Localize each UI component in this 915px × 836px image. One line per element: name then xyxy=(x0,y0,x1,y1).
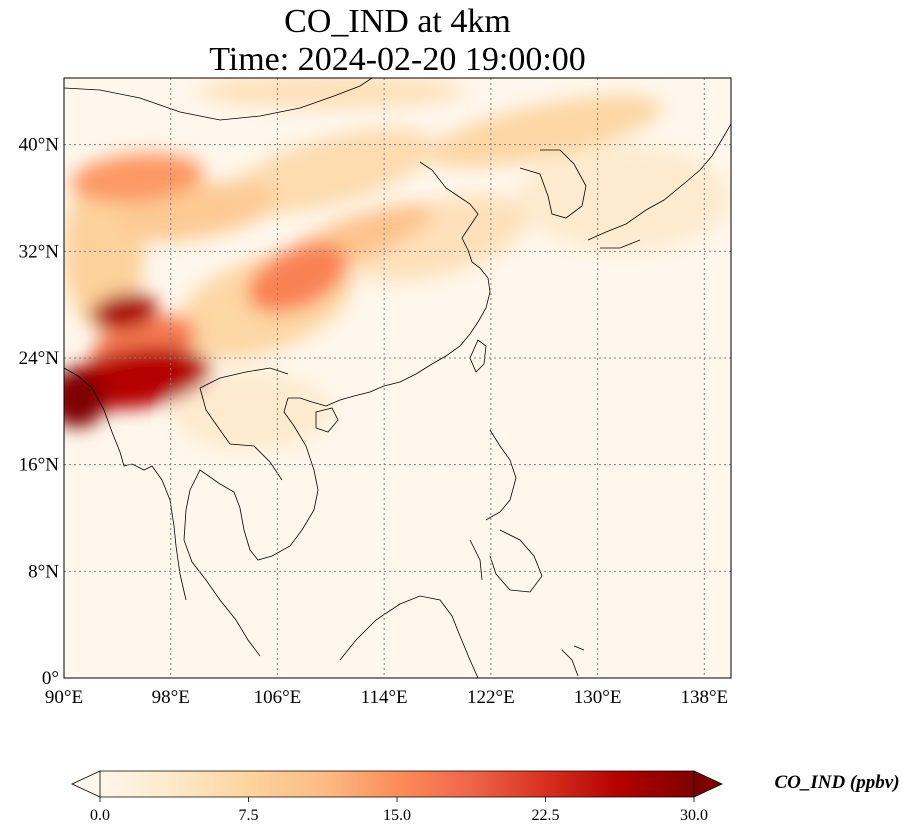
concentration-plume xyxy=(197,78,465,109)
longitude-tick-label: 114°E xyxy=(361,687,408,708)
longitude-tick-label: 106°E xyxy=(254,687,302,708)
coastline-bohai xyxy=(419,161,479,251)
chart-title: CO_IND at 4km xyxy=(284,3,511,40)
gridlines xyxy=(64,78,731,678)
latitude-tick-label: 16°N xyxy=(19,455,60,476)
latitude-tick-label: 40°N xyxy=(19,135,60,156)
colorbar-ticks: 0.0 7.5 15.0 22.5 30.0 xyxy=(90,797,708,824)
concentration-plume xyxy=(70,153,204,203)
longitude-tick-label: 138°E xyxy=(680,687,728,708)
latitude-tick-label: 0° xyxy=(42,668,59,689)
coastline-myanmar xyxy=(64,367,187,601)
concentration-field xyxy=(64,78,731,452)
concentration-plume xyxy=(170,371,331,452)
colorbar: 0.0 7.5 15.0 22.5 30.0 CO_IND (ppbv) xyxy=(71,770,900,824)
concentration-plume xyxy=(426,95,662,168)
coastline-philippines xyxy=(469,429,543,593)
latitude-tick-labels: 0° 8°N 16°N 24°N 32°N 40°N xyxy=(19,135,60,689)
colorbar-gradient xyxy=(100,771,694,797)
longitude-tick-label: 90°E xyxy=(45,687,83,708)
chart-subtitle-time: Time: 2024-02-20 19:00:00 xyxy=(209,41,586,78)
latitude-tick-label: 24°N xyxy=(19,348,60,369)
latitude-tick-label: 8°N xyxy=(28,561,59,582)
longitude-tick-label: 130°E xyxy=(574,687,622,708)
border-china-north xyxy=(64,78,373,121)
coastline-china-east xyxy=(288,249,491,407)
coastline-sulawesi xyxy=(561,645,585,677)
coastline-borneo xyxy=(339,595,479,678)
colorbar-label: CO_IND (ppbv) xyxy=(774,772,899,793)
coastline-indochina xyxy=(183,397,319,657)
concentration-plume xyxy=(227,128,435,214)
coastline-korea xyxy=(519,149,587,219)
concentration-plume xyxy=(91,293,158,330)
colorbar-tick-label: 0.0 xyxy=(90,807,110,824)
coastlines xyxy=(64,78,731,678)
concentration-plume xyxy=(517,144,731,252)
coastline-japan xyxy=(587,123,731,249)
colorbar-tick-label: 22.5 xyxy=(532,807,560,824)
concentration-plume xyxy=(64,368,107,428)
colorbar-tick-label: 30.0 xyxy=(680,807,708,824)
border-indochina xyxy=(199,367,289,481)
longitude-tick-label: 98°E xyxy=(152,687,190,708)
map-frame xyxy=(63,77,732,679)
coastline-taiwan xyxy=(469,339,487,373)
longitude-tick-labels: 90°E 98°E 106°E 114°E 122°E 130°E 138°E xyxy=(45,687,728,708)
map-panel: 90°E 98°E 106°E 114°E 122°E 130°E 138°E 0° 8°N 1… xyxy=(19,77,732,708)
colorbar-extend-low xyxy=(71,770,101,798)
colorbar-extend-high xyxy=(693,770,723,798)
colorbar-tick-label: 7.5 xyxy=(239,807,259,824)
latitude-tick-label: 32°N xyxy=(19,241,60,262)
coastline-hainan xyxy=(315,407,339,433)
longitude-tick-label: 122°E xyxy=(467,687,515,708)
concentration-plume xyxy=(247,243,348,313)
colorbar-tick-label: 15.0 xyxy=(383,807,411,824)
